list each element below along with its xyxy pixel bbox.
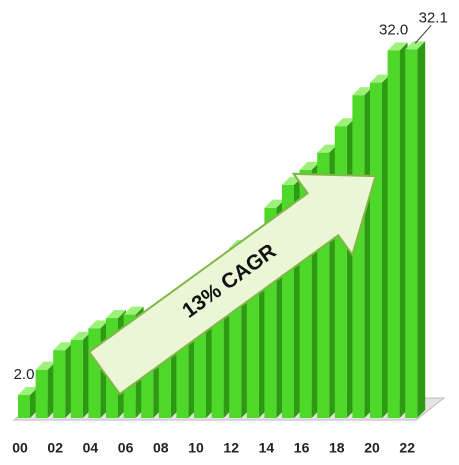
bar (334, 118, 355, 419)
bar-front (246, 237, 259, 418)
bar-top (53, 342, 74, 351)
bar-top (370, 74, 390, 83)
x-tick-label: 22 (399, 440, 415, 456)
x-tick-label: 04 (83, 440, 99, 456)
bar-front (370, 82, 382, 419)
bar (405, 41, 426, 419)
bar (35, 361, 56, 418)
x-tick-label: 02 (47, 440, 63, 456)
bar (370, 74, 390, 419)
bar-front (53, 350, 66, 418)
x-tick-label: 12 (223, 440, 239, 456)
bar-side (417, 41, 426, 419)
bar (53, 342, 74, 418)
bar (352, 87, 373, 418)
arrow-shape (87, 172, 377, 396)
bar-front (405, 49, 418, 419)
bar-front (88, 328, 101, 418)
bar-front (18, 395, 30, 418)
bar-top (70, 331, 91, 340)
bar-top (405, 41, 426, 50)
bar-front (35, 369, 48, 418)
x-tick-label: 08 (153, 440, 169, 456)
bars (18, 41, 426, 419)
bar-top (88, 320, 109, 329)
bar-top (317, 144, 338, 153)
value-label: 32.0 (379, 21, 408, 38)
x-tick-label: 14 (259, 440, 275, 456)
bar-top (106, 310, 126, 319)
bar-top (352, 87, 373, 96)
leader-line (414, 24, 432, 44)
bar-top (387, 42, 408, 51)
x-tick-label: 10 (188, 440, 204, 456)
bar (70, 331, 91, 418)
bar-top (334, 118, 355, 127)
bar-top (299, 161, 320, 170)
value-label: 2.0 (14, 366, 35, 383)
x-tick-label: 20 (364, 440, 380, 456)
value-label: 32.1 (419, 9, 448, 26)
bar (387, 42, 408, 418)
x-tick-label: 18 (329, 440, 345, 456)
bar-front (334, 126, 347, 419)
bar-front (352, 95, 365, 418)
bar-top (35, 361, 56, 370)
x-tick-label: 06 (118, 440, 134, 456)
bar-top (18, 387, 38, 396)
x-tick-label: 16 (294, 440, 310, 456)
bar-front (387, 50, 400, 418)
bar-front (70, 339, 83, 418)
bar-top (264, 199, 285, 208)
bar-top (123, 306, 144, 315)
x-tick-label: 00 (12, 440, 28, 456)
